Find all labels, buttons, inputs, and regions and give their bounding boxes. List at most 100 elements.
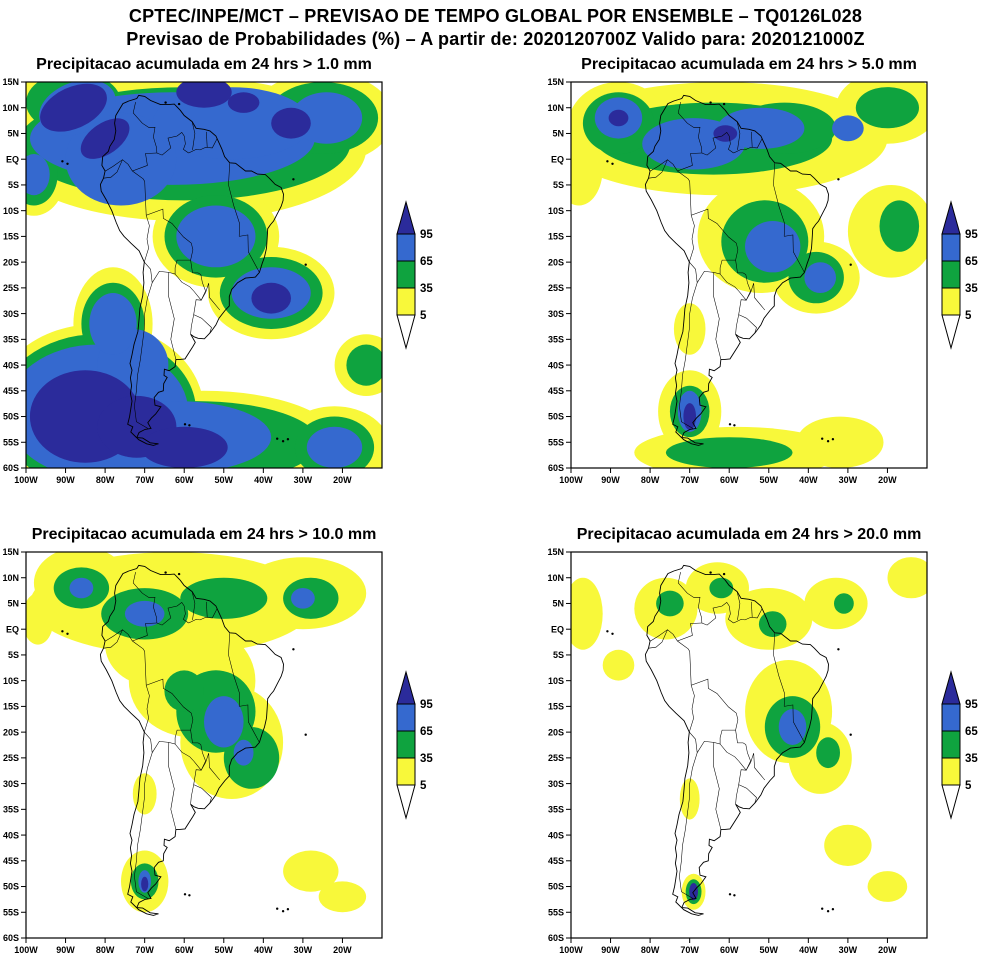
lon-tick-label: 60W bbox=[720, 475, 739, 484]
lat-tick-label: 25S bbox=[548, 283, 564, 293]
colorbar-arrow-down bbox=[396, 314, 416, 350]
lon-tick-label: 100W bbox=[14, 475, 38, 484]
probability-map: 15N 10N 5N EQ 5S 10S 15S 20S 25S 30S 35S 40S 45S 50S 5… bbox=[545, 546, 991, 956]
colorbar: 95 65 35 5 bbox=[396, 670, 433, 820]
lat-tick-label: 50S bbox=[3, 412, 19, 422]
lat-tick-label: 30S bbox=[3, 309, 19, 319]
lat-tick-label: 35S bbox=[548, 805, 564, 815]
lon-tick-label: 70W bbox=[680, 945, 699, 954]
lat-tick-label: 10S bbox=[3, 206, 19, 216]
lat-tick-label: 35S bbox=[548, 335, 564, 345]
lon-tick-label: 30W bbox=[839, 945, 858, 954]
colorbar-tick-label: 95 bbox=[965, 699, 978, 711]
colorbar-tick-label: 95 bbox=[420, 229, 433, 241]
lat-tick-label: 35S bbox=[3, 335, 19, 345]
lat-tick-label: 30S bbox=[548, 309, 564, 319]
lat-tick-label: 5N bbox=[7, 129, 19, 139]
lat-tick-label: 5S bbox=[553, 180, 564, 190]
colorbar-tick-label: 35 bbox=[420, 283, 433, 295]
colorbar-arrow-up bbox=[941, 200, 961, 235]
lat-tick-label: 55S bbox=[3, 907, 19, 917]
lat-tick-label: 10S bbox=[3, 676, 19, 686]
colorbar-tick-label: 65 bbox=[420, 256, 433, 268]
panel-precip-gt-1mm: Precipitacao acumulada em 24 hrs > 1.0 m… bbox=[0, 56, 470, 488]
lat-tick-label: 55S bbox=[548, 437, 564, 447]
lat-tick-label: 30S bbox=[548, 779, 564, 789]
lon-tick-label: 100W bbox=[559, 475, 583, 484]
coastline bbox=[644, 94, 829, 446]
lon-tick-label: 70W bbox=[135, 945, 154, 954]
panel-precip-gt-5mm: Precipitacao acumulada em 24 hrs > 5.0 m… bbox=[545, 56, 991, 488]
lat-tick-label: 20S bbox=[3, 727, 19, 737]
lon-tick-label: 90W bbox=[601, 475, 620, 484]
lon-tick-label: 70W bbox=[135, 475, 154, 484]
colorbar-tick-label: 95 bbox=[420, 699, 433, 711]
lat-tick-label: 40S bbox=[548, 830, 564, 840]
panel-precip-gt-10mm: Precipitacao acumulada em 24 hrs > 10.0 … bbox=[0, 526, 470, 957]
colorbar-tick-label: 65 bbox=[965, 256, 978, 268]
lon-tick-label: 40W bbox=[799, 945, 818, 954]
colorbar: 95 65 35 5 bbox=[396, 200, 433, 350]
probability-map-svg: 15N 10N 5N EQ 5S 10S 15S 20S 25S 30S 35S 40S 45S 50S 5… bbox=[2, 547, 433, 955]
colorbar-tick-label: 5 bbox=[420, 310, 427, 322]
lat-tick-label: 60S bbox=[548, 933, 564, 943]
lon-tick-label: 90W bbox=[56, 475, 75, 484]
lat-tick-label: 35S bbox=[3, 805, 19, 815]
lat-tick-label: 55S bbox=[548, 907, 564, 917]
lon-tick-label: 100W bbox=[559, 945, 583, 954]
panel-title: Precipitacao acumulada em 24 hrs > 10.0 … bbox=[31, 526, 377, 543]
colorbar-arrow-up bbox=[941, 670, 961, 705]
lat-tick-label: 15N bbox=[2, 77, 19, 87]
lat-tick-label: 15N bbox=[547, 547, 564, 557]
panel-title: Precipitacao acumulada em 24 hrs > 20.0 … bbox=[576, 526, 922, 543]
lon-tick-label: 50W bbox=[760, 475, 779, 484]
lat-tick-label: EQ bbox=[551, 624, 564, 634]
lat-tick-label: 15S bbox=[3, 702, 19, 712]
lat-tick-label: 50S bbox=[548, 882, 564, 892]
probability-map: 15N 10N 5N EQ 5S 10S 15S 20S 25S 30S 35S 40S 45S 50S 5… bbox=[545, 76, 991, 486]
lat-tick-label: 10N bbox=[2, 103, 19, 113]
panel-precip-gt-20mm: Precipitacao acumulada em 24 hrs > 20.0 … bbox=[545, 526, 991, 957]
lon-tick-label: 50W bbox=[215, 475, 234, 484]
map-shading-layer bbox=[26, 82, 382, 468]
lat-tick-label: 15S bbox=[3, 232, 19, 242]
lon-tick-label: 20W bbox=[878, 945, 897, 954]
lat-tick-label: 45S bbox=[548, 386, 564, 396]
header-line1: CPTEC/INPE/MCT – PREVISAO DE TEMPO GLOBA… bbox=[128, 6, 863, 26]
lon-tick-label: 80W bbox=[641, 945, 660, 954]
page-header: CPTEC/INPE/MCT – PREVISAO DE TEMPO GLOBA… bbox=[0, 5, 991, 51]
lat-tick-label: 10N bbox=[2, 573, 19, 583]
colorbar-tick-label: 65 bbox=[420, 726, 433, 738]
lat-tick-label: 10S bbox=[548, 676, 564, 686]
lat-tick-label: 15N bbox=[2, 547, 19, 557]
lat-tick-label: 10N bbox=[547, 103, 564, 113]
lat-tick-label: 20S bbox=[3, 257, 19, 267]
coastline bbox=[644, 564, 829, 916]
lat-tick-label: 40S bbox=[548, 360, 564, 370]
lat-tick-label: 10N bbox=[547, 573, 564, 583]
lon-tick-label: 30W bbox=[294, 475, 313, 484]
lon-tick-label: 40W bbox=[799, 475, 818, 484]
lat-tick-label: 25S bbox=[3, 283, 19, 293]
lon-tick-label: 80W bbox=[641, 475, 660, 484]
colorbar-tick-label: 95 bbox=[965, 229, 978, 241]
lon-tick-label: 20W bbox=[333, 475, 352, 484]
lon-tick-label: 60W bbox=[175, 945, 194, 954]
lon-tick-label: 30W bbox=[294, 945, 313, 954]
colorbar-tick-label: 35 bbox=[420, 753, 433, 765]
lat-tick-label: 5S bbox=[8, 650, 19, 660]
map-shading-layer bbox=[571, 552, 927, 938]
lat-tick-label: 40S bbox=[3, 360, 19, 370]
lon-tick-label: 50W bbox=[760, 945, 779, 954]
probability-map-svg: 15N 10N 5N EQ 5S 10S 15S 20S 25S 30S 35S 40S 45S 50S 5… bbox=[2, 77, 433, 485]
lon-tick-label: 100W bbox=[14, 945, 38, 954]
header-line2: Previsao de Probabilidades (%) – A parti… bbox=[126, 29, 865, 49]
lat-tick-label: 10S bbox=[548, 206, 564, 216]
lat-tick-label: 5N bbox=[7, 599, 19, 609]
map-shading-layer bbox=[571, 82, 927, 468]
lon-tick-label: 40W bbox=[254, 945, 273, 954]
lat-tick-label: 30S bbox=[3, 779, 19, 789]
lon-tick-label: 60W bbox=[175, 475, 194, 484]
panel-title: Precipitacao acumulada em 24 hrs > 1.0 m… bbox=[36, 56, 372, 73]
colorbar-arrow-up bbox=[396, 670, 416, 705]
